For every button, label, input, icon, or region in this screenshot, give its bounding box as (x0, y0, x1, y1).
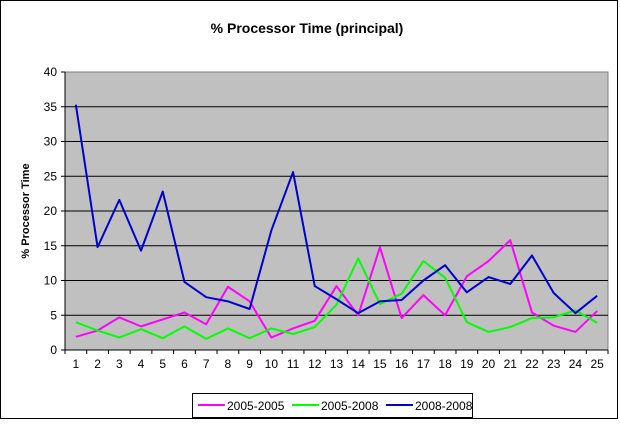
x-tick-label: 17 (417, 357, 431, 371)
x-tick-label: 16 (395, 357, 409, 371)
x-tick-label: 3 (116, 357, 123, 371)
x-tick-label: 7 (203, 357, 210, 371)
x-tick-label: 8 (225, 357, 232, 371)
x-tick-label: 13 (330, 357, 344, 371)
x-tick-label: 11 (287, 357, 300, 371)
chart-title: % Processor Time (principal) (211, 20, 404, 36)
legend: 2005-2005 2005-2008 2008-2008 (192, 393, 473, 418)
y-tick-label: 0 (50, 343, 57, 357)
x-tick-label: 19 (460, 357, 474, 371)
x-tick-label: 2 (94, 357, 101, 371)
x-tick-label: 9 (246, 357, 253, 371)
x-tick-label: 1 (73, 357, 80, 371)
x-tick-label: 23 (547, 357, 561, 371)
legend-label: 2005-2005 (227, 399, 285, 413)
y-axis-label: % Processor Time (20, 163, 32, 258)
legend-label: 2005-2008 (321, 399, 379, 413)
x-tick-label: 4 (138, 357, 145, 371)
y-tick-label: 30 (44, 135, 58, 149)
x-tick-label: 5 (159, 357, 166, 371)
x-tick-label: 24 (569, 357, 583, 371)
y-tick-label: 40 (44, 65, 58, 79)
x-tick-label: 21 (504, 357, 518, 371)
y-tick-label: 20 (44, 204, 58, 218)
y-tick-label: 25 (44, 169, 58, 183)
x-tick-label: 25 (590, 357, 604, 371)
x-tick-label: 10 (265, 357, 279, 371)
x-tick-label: 14 (352, 357, 366, 371)
y-tick-label: 10 (44, 274, 58, 288)
y-tick-label: 5 (50, 308, 57, 322)
x-tick-label: 18 (438, 357, 452, 371)
x-tick-label: 22 (525, 357, 539, 371)
legend-label: 2008-2008 (415, 399, 473, 413)
x-tick-label: 6 (181, 357, 188, 371)
x-tick-label: 12 (308, 357, 322, 371)
x-tick-label: 15 (373, 357, 387, 371)
x-tick-label: 20 (482, 357, 496, 371)
y-tick-label: 35 (44, 100, 58, 114)
legend-box (192, 393, 473, 418)
y-tick-label: 15 (44, 239, 58, 253)
